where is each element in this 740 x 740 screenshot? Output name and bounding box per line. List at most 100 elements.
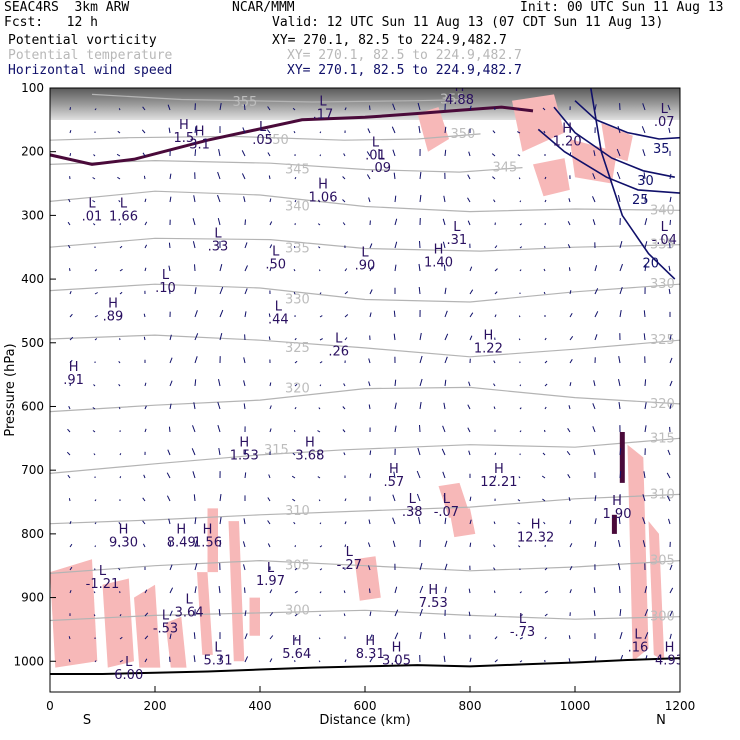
wind-vector: [244, 633, 248, 640]
low-marker: L: [186, 593, 194, 608]
wind-vector: [369, 312, 372, 318]
wind-vector: [242, 127, 246, 134]
wind-vector: [519, 430, 522, 433]
wind-vector: [543, 291, 546, 295]
wind-vector: [194, 540, 198, 548]
wind-vector: [669, 357, 673, 364]
theta-label: 340: [650, 203, 675, 218]
wind-vector: [444, 586, 447, 594]
wind-vector: [394, 632, 399, 640]
theta-label: 355: [440, 92, 465, 107]
wind-vector: [393, 471, 396, 479]
wind-vector: [569, 336, 574, 341]
wind-vector: [419, 378, 423, 387]
low-marker: L: [275, 300, 283, 315]
wind-vector: [218, 149, 221, 157]
wind-vector: [669, 610, 673, 617]
pv-value-label: -.07: [434, 505, 459, 520]
wind-vector: [419, 171, 422, 180]
wind-vector: [444, 563, 448, 571]
wind-vector: [519, 200, 522, 203]
wind-vector: [167, 449, 171, 456]
theta-contour-330: [50, 283, 680, 303]
theta-label: 345: [493, 161, 518, 176]
high-marker: H: [69, 360, 79, 375]
wind-vector: [418, 125, 421, 134]
wind-vector: [644, 425, 647, 433]
wind-vector: [219, 517, 222, 525]
wind-vector: [567, 244, 571, 249]
wind-vector: [294, 613, 298, 617]
wind-vector: [467, 174, 471, 180]
wind-vector: [119, 315, 122, 318]
wind-vector: [268, 175, 271, 180]
wind-vector: [617, 125, 621, 134]
wind-vector: [92, 223, 96, 226]
wind-vector: [443, 655, 446, 663]
theta-label: 335: [285, 242, 310, 257]
wind-vector: [568, 267, 571, 272]
wind-vector: [443, 195, 446, 203]
wind-vector: [92, 200, 96, 203]
wind-vector: [193, 632, 196, 640]
wind-vector: [517, 545, 521, 548]
wind-vector: [143, 313, 146, 318]
low-marker: L: [409, 492, 417, 507]
wind-vector: [69, 336, 74, 341]
wind-vector: [293, 291, 296, 295]
pv-2pvu-contour: [50, 105, 534, 166]
wind-vector: [294, 176, 297, 180]
wind-vector: [319, 292, 322, 295]
wind-vector: [244, 656, 249, 663]
wind-vector: [519, 660, 523, 663]
wind-vector: [169, 564, 173, 571]
wind-vector: [394, 241, 398, 249]
theta-contour-345: [50, 159, 523, 173]
wind-vector: [194, 149, 197, 157]
wind-vector: [392, 103, 396, 111]
wind-vector: [241, 173, 246, 180]
pv-value-label: .17: [313, 108, 334, 123]
wind-vector: [343, 383, 346, 387]
low-marker: L: [661, 102, 669, 117]
wind-vector: [519, 269, 522, 272]
pv-fill-region: [197, 572, 213, 655]
high-marker: H: [483, 328, 493, 343]
wind-vector: [644, 241, 648, 249]
pv-value-label: .31: [447, 233, 468, 248]
wind-vector: [219, 540, 222, 548]
wind-vector: [144, 382, 147, 387]
wind-vector: [144, 198, 147, 203]
wind-vector: [294, 360, 298, 364]
wind-vector: [269, 428, 272, 433]
wind-vector: [319, 384, 322, 387]
wind-vector: [518, 177, 521, 180]
y-axis-title: Pressure (hPa): [3, 343, 18, 436]
wind-vector: [318, 637, 321, 640]
wind-vector: [468, 151, 471, 157]
high-marker: H: [176, 523, 186, 538]
wind-vector: [94, 660, 97, 663]
pv-value-label: 1.53: [230, 448, 259, 463]
wind-vector: [419, 240, 421, 249]
wind-vector: [469, 335, 473, 341]
wind-vector: [144, 635, 149, 640]
wind-vector: [518, 476, 521, 479]
wind-vector: [442, 241, 446, 249]
wind-vector: [394, 379, 397, 387]
wind-vector: [616, 171, 621, 180]
wind-vector: [219, 103, 222, 111]
pv-value-label: -.53: [153, 622, 178, 637]
pv-value-label: .01: [82, 209, 103, 224]
pv-value-label: 4.88: [445, 93, 474, 108]
wind-vector: [519, 223, 523, 226]
pv-value-label: .57: [384, 475, 405, 490]
theta-contour-320: [50, 386, 680, 413]
wind-vector: [669, 403, 672, 410]
wind-vector: [419, 194, 422, 203]
wind-vector: [317, 476, 321, 479]
wind-vector: [668, 265, 671, 272]
wind-vector: [293, 246, 296, 249]
wind-vector: [567, 474, 571, 479]
wind-vector: [144, 244, 148, 249]
